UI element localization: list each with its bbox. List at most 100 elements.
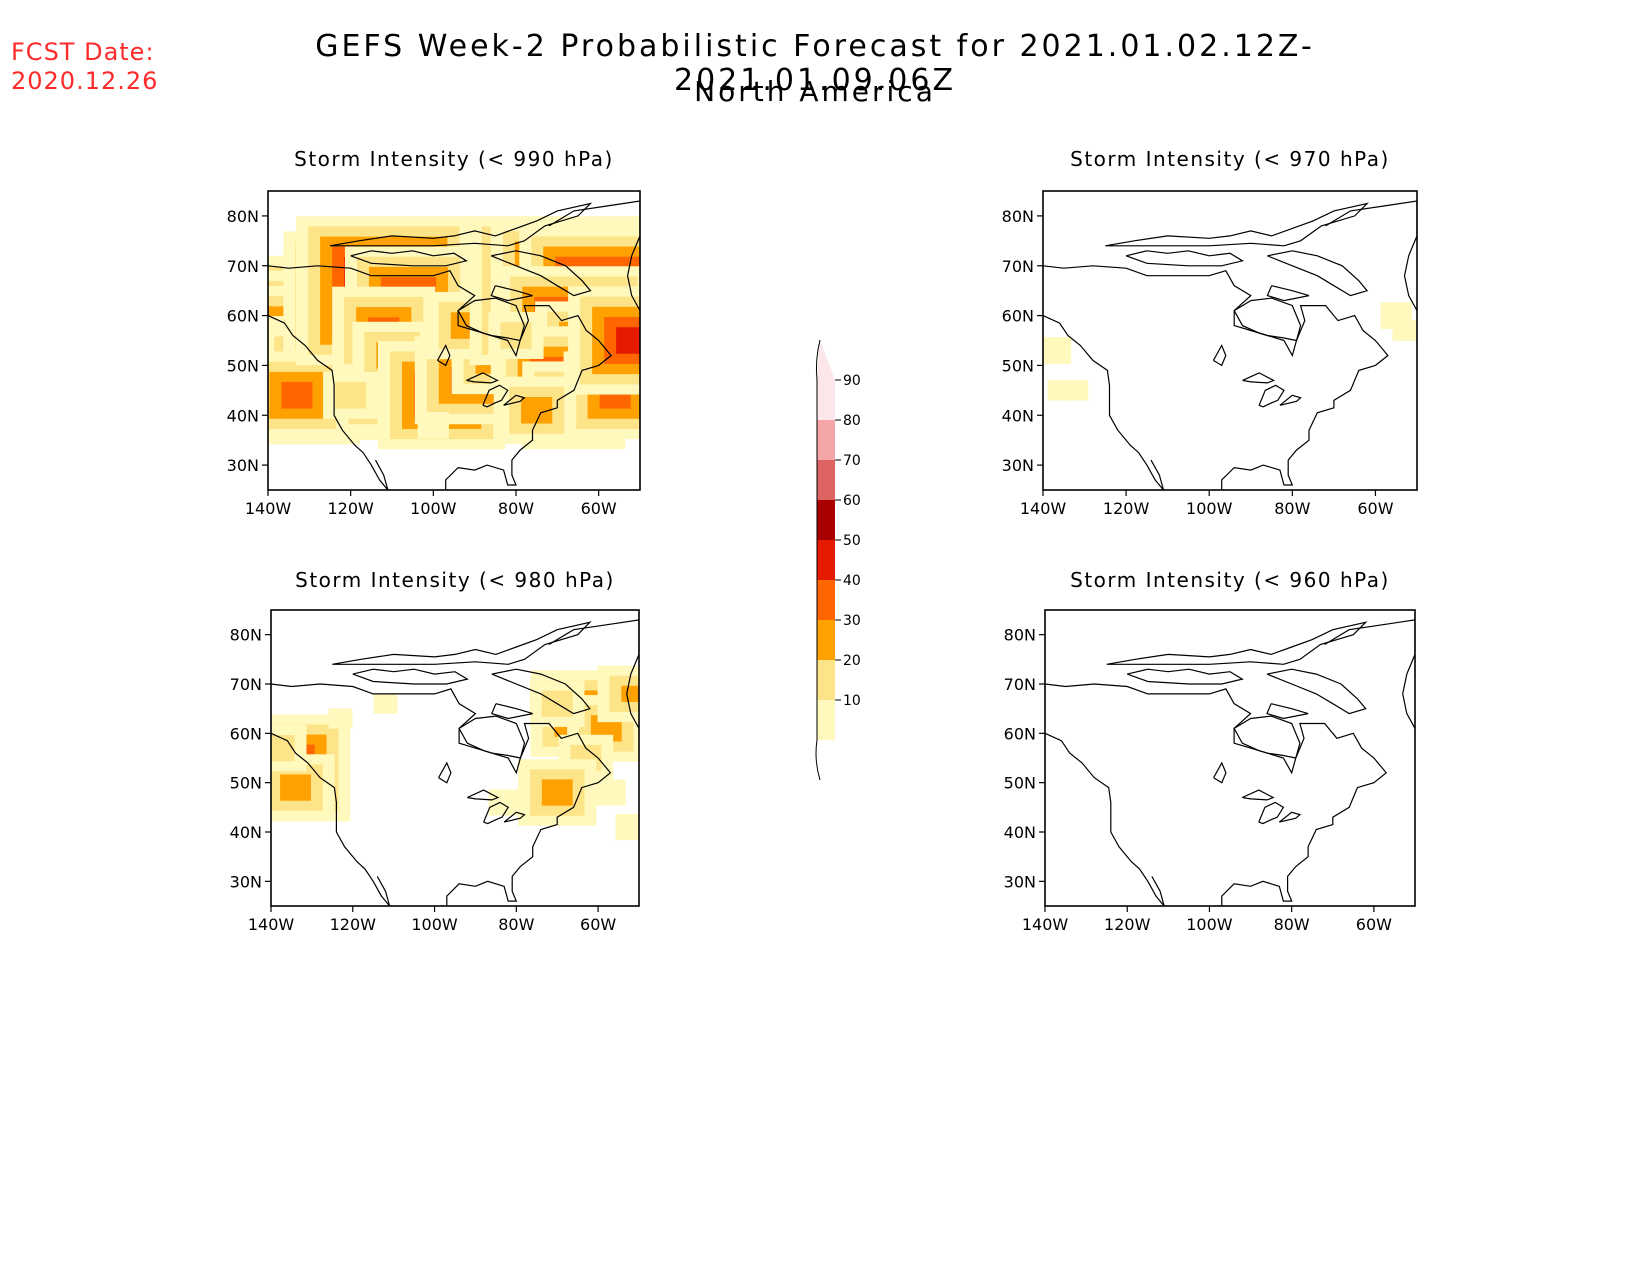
coastline-west	[1045, 732, 1165, 906]
map-frame	[1042, 190, 1418, 491]
lon-label: 60W	[581, 499, 617, 518]
colorbar-swatch	[817, 380, 835, 420]
lat-label: 80N	[1004, 626, 1036, 645]
colorbar-cap-top	[817, 340, 835, 380]
lon-label: 120W	[1104, 915, 1151, 934]
probability-cell	[271, 735, 295, 762]
lon-label: 80W	[498, 499, 534, 518]
probability-cell	[417, 411, 449, 439]
coastline-arctic-island	[352, 668, 469, 685]
colorbar-swatch	[817, 580, 835, 620]
coastline-hudson-bay	[1233, 715, 1301, 759]
colorbar-label: 30	[843, 613, 861, 629]
coastline-arctic-island	[1266, 703, 1309, 720]
coastline-west	[271, 732, 391, 906]
colorbar-swatch	[817, 420, 835, 460]
panel-title: Storm Intensity (< 970 hPa)	[1070, 147, 1390, 171]
coastline-lake	[482, 384, 509, 408]
lat-label: 70N	[230, 675, 262, 694]
probability-colorbar: 90 80 70 60 50 40 30 20 10	[815, 339, 861, 781]
coastline-hudson-bay	[458, 715, 526, 759]
lat-label: 80N	[1002, 207, 1034, 226]
coastline-lake	[1213, 761, 1227, 784]
colorbar-swatch	[817, 500, 835, 540]
colorbar-cap-bottom	[815, 739, 821, 781]
lat-label: 60N	[227, 307, 259, 326]
coastline-lake	[1258, 384, 1285, 408]
page-title: GEFS Week-2 Probabilistic Forecast for 2…	[315, 29, 1315, 98]
lat-label: 40N	[1004, 823, 1036, 842]
probability-cell	[280, 774, 311, 801]
lat-label: 70N	[1002, 257, 1034, 276]
coastline-arctic-island	[332, 621, 592, 665]
coastline-lake	[1242, 372, 1276, 384]
coastline-lake	[1279, 394, 1302, 406]
probability-cell	[328, 708, 353, 729]
probability-cell	[521, 397, 553, 424]
lat-label: 30N	[227, 456, 259, 475]
coastline-arctic-island	[1126, 668, 1244, 685]
coastline-arctic-island	[1125, 250, 1245, 267]
coastline-lake	[483, 801, 510, 825]
coastline-lake	[1242, 789, 1275, 801]
probability-cell	[281, 382, 313, 409]
lat-label: 50N	[1004, 774, 1036, 793]
coastline-lake	[438, 761, 452, 784]
probability-cell	[1064, 380, 1089, 401]
probability-cell	[594, 779, 626, 806]
colorbar-swatch	[817, 620, 835, 660]
colorbar-label: 50	[843, 533, 861, 549]
colorbar-label: 40	[843, 573, 861, 589]
lat-label: 70N	[227, 257, 259, 276]
lat-label: 50N	[230, 774, 262, 793]
panel-title: Storm Intensity (< 990 hPa)	[294, 147, 614, 171]
lat-label: 30N	[230, 872, 262, 891]
colorbar-label: 20	[843, 653, 861, 669]
lon-label: 140W	[245, 499, 292, 518]
colorbar-swatch	[817, 700, 835, 740]
lon-label: 120W	[330, 915, 377, 934]
coastline-arctic-island	[1266, 668, 1367, 715]
forecast-date-value: 2020.12.26	[11, 67, 159, 95]
coastline-lake	[467, 789, 500, 801]
page-subtitle: North America	[694, 75, 936, 108]
panel-storm-intensity-990: Storm Intensity (< 990 hPa) 80N 70N 60N 50N 4…	[227, 147, 641, 518]
colorbar-label: 60	[843, 493, 861, 509]
probability-cell	[621, 685, 639, 702]
coastline-lake	[1212, 344, 1227, 367]
lon-label: 100W	[411, 915, 458, 934]
panel-title: Storm Intensity (< 960 hPa)	[1070, 568, 1390, 592]
coastline-hudson-bay	[1233, 297, 1302, 342]
lon-label: 80W	[1274, 499, 1310, 518]
probability-cell	[541, 779, 573, 806]
probability-cell	[335, 382, 367, 409]
coastline-arctic-island	[1266, 285, 1310, 302]
coastline-hudson-bay	[457, 297, 525, 342]
coastline-lake	[503, 394, 526, 406]
lon-label: 80W	[498, 915, 534, 934]
coastline	[1043, 265, 1389, 490]
probability-cell	[488, 789, 520, 816]
coastline-arctic-island	[1267, 250, 1369, 297]
coastline-arctic-island	[350, 250, 468, 267]
coastline-west	[1043, 315, 1165, 490]
coastline-arctic-island	[491, 668, 591, 715]
lat-label: 40N	[230, 823, 262, 842]
lat-label: 50N	[1002, 356, 1034, 375]
colorbar-cap-outline	[815, 339, 821, 381]
map-frame	[1044, 609, 1416, 907]
colorbar-label: 10	[843, 693, 861, 709]
colorbar-swatch	[817, 540, 835, 580]
probability-cell	[1043, 337, 1072, 364]
coastline-lake	[466, 372, 499, 384]
lat-label: 40N	[1002, 406, 1034, 425]
map-frame	[270, 609, 640, 907]
lon-label: 60W	[580, 915, 616, 934]
lat-label: 60N	[230, 724, 262, 743]
lat-label: 80N	[230, 626, 262, 645]
coastline-arctic-island	[1105, 202, 1369, 247]
lon-label: 100W	[410, 499, 457, 518]
coastline	[271, 683, 612, 906]
probability-cell	[616, 327, 640, 354]
lon-label: 140W	[248, 915, 295, 934]
